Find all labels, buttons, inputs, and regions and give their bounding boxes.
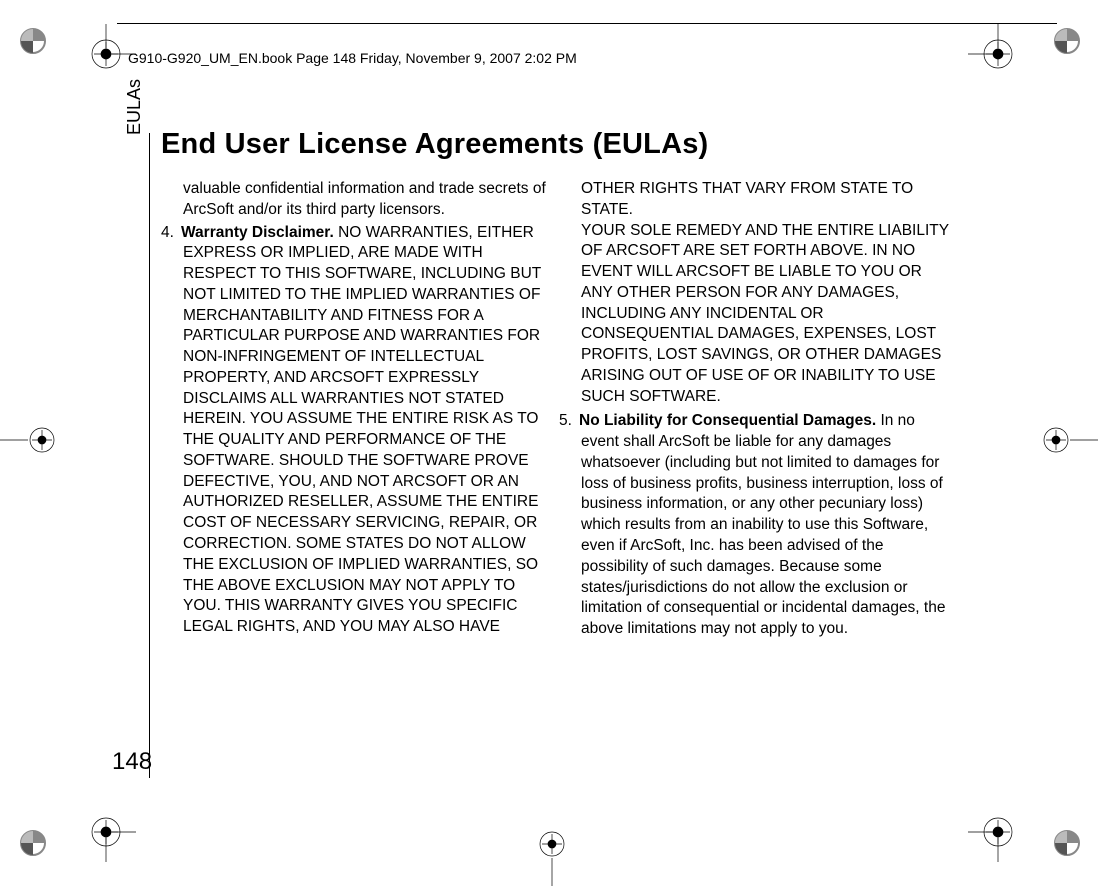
color-wheel-bl (20, 830, 46, 856)
color-wheel-tl (20, 28, 46, 54)
sidebar-label: EULAs (124, 79, 145, 135)
item-heading: No Liability for Consequential Damages. (579, 412, 880, 429)
item-extra: YOUR SOLE REMEDY AND THE ENTIRE LIABILIT… (581, 222, 949, 405)
list-item: 5.No Liability for Consequential Damages… (581, 411, 951, 639)
crop-mark-tr (968, 24, 1028, 84)
sidebar-divider (149, 133, 150, 778)
header-rule (117, 23, 1057, 24)
intro-paragraph: valuable confidential information and tr… (183, 179, 553, 221)
crop-mark-bl (76, 802, 136, 862)
color-wheel-tr (1054, 28, 1080, 54)
page-title: End User License Agreements (EULAs) (161, 128, 951, 161)
item-number: 4. (161, 223, 181, 244)
item-heading: Warranty Disclaimer. (181, 224, 338, 241)
item-number: 5. (559, 411, 579, 432)
color-wheel-br (1054, 830, 1080, 856)
document-content: End User License Agreements (EULAs) valu… (161, 128, 951, 641)
crop-mark-br (968, 802, 1028, 862)
page-number: 148 (112, 748, 152, 776)
reg-mark-right (1038, 420, 1098, 460)
item-body: In no event shall ArcSoft be liable for … (581, 412, 945, 637)
body-columns: valuable confidential information and tr… (161, 179, 951, 641)
reg-mark-left (0, 420, 60, 460)
header-text: G910-G920_UM_EN.book Page 148 Friday, No… (128, 50, 1036, 66)
reg-mark-bottom (532, 826, 572, 886)
crop-mark-tl (76, 24, 136, 84)
